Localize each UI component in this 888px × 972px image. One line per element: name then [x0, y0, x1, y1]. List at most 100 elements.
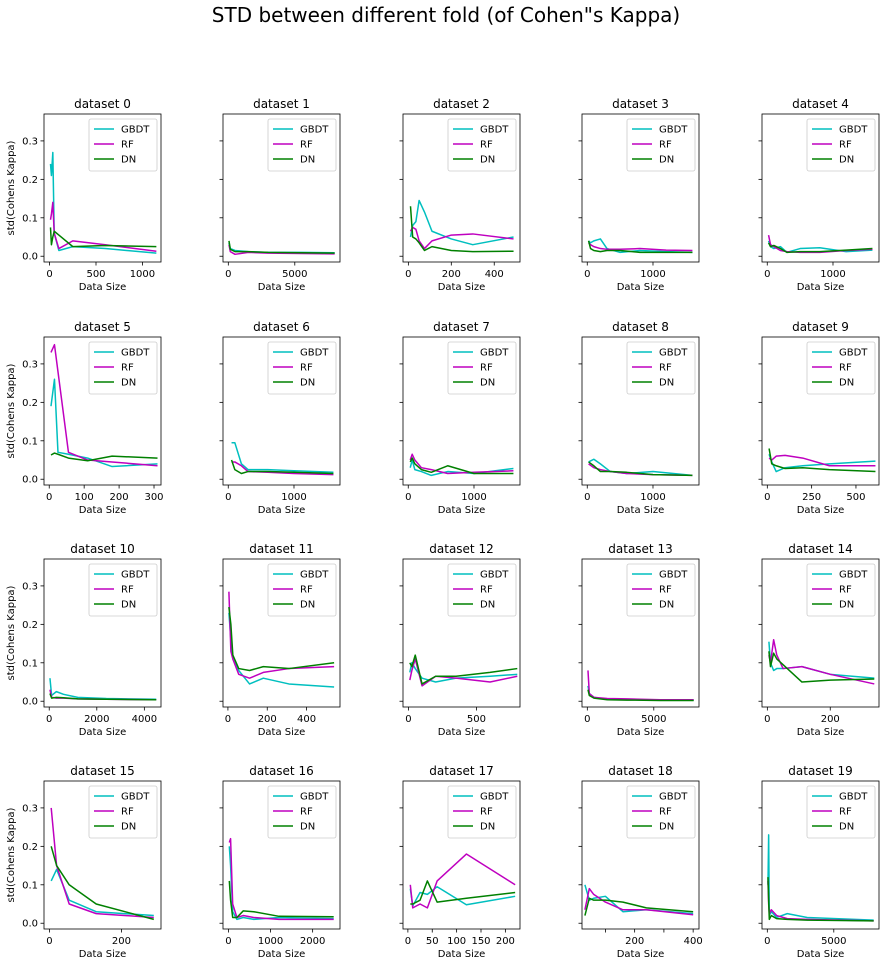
- x-tick-label: 0: [405, 714, 411, 725]
- series-line-dn: [49, 693, 157, 701]
- x-tick-label: 0: [405, 269, 411, 280]
- panel-title: dataset 13: [608, 542, 672, 556]
- series-line-gbdt: [50, 868, 154, 917]
- series-line-rf: [409, 658, 518, 687]
- legend-box: [806, 563, 876, 617]
- legend-label: GBDT: [839, 570, 868, 581]
- legend-label: DN: [121, 600, 136, 611]
- panel: dataset 12 0 500 Data Size GBDT RF DN: [399, 542, 521, 738]
- legend-box: [806, 341, 876, 395]
- legend-label: GBDT: [480, 570, 509, 581]
- axes-frame: [222, 780, 341, 930]
- x-tick-label: 150: [471, 936, 490, 947]
- panel: dataset 8 0 1000 Data Size GBDT RF DN: [578, 320, 700, 516]
- legend-box: [447, 341, 517, 395]
- series-line-gbdt: [49, 678, 157, 701]
- x-tick-label: 2000: [84, 714, 109, 725]
- series-line-dn: [50, 452, 158, 462]
- series-line-gbdt: [228, 846, 334, 921]
- panel-title: dataset 16: [249, 764, 313, 778]
- series-line-dn: [588, 461, 693, 477]
- x-tick-label: 50: [426, 936, 439, 947]
- y-axis-label: std(Cohens Kappa): [6, 585, 17, 680]
- legend-box: [88, 118, 158, 172]
- legend-label: RF: [659, 807, 672, 818]
- legend-label: RF: [839, 363, 852, 374]
- legend-label: GBDT: [659, 125, 688, 136]
- y-tick-label: 0.1: [22, 880, 38, 891]
- axes-frame: [43, 558, 162, 708]
- panel: dataset 6 0 1000 Data Size GBDT RF DN: [219, 320, 341, 516]
- panel: dataset 19 0 5000 Data Size GBDT RF DN: [758, 764, 880, 960]
- y-tick-label: 0.0: [22, 475, 38, 486]
- series-line-dn: [410, 880, 516, 905]
- panel: dataset 0 0.0 0.1 0.2 0.3 std(Cohens Kappa) 0 5…: [6, 97, 162, 293]
- x-axis-label: Data Size: [79, 282, 127, 293]
- legend-box: [88, 785, 158, 839]
- series-line-rf: [587, 670, 694, 701]
- series-line-gbdt: [409, 199, 514, 246]
- legend-label: GBDT: [480, 792, 509, 803]
- x-tick-label: 1000: [258, 936, 283, 947]
- legend-label: RF: [480, 140, 493, 151]
- legend-label: GBDT: [480, 125, 509, 136]
- series-line-rf: [409, 853, 516, 909]
- legend-label: RF: [300, 140, 313, 151]
- series-line-dn: [767, 242, 873, 254]
- x-axis-label: Data Size: [617, 949, 665, 960]
- series-line-dn: [409, 654, 518, 685]
- legend-label: DN: [121, 822, 136, 833]
- x-tick-label: 0: [46, 269, 52, 280]
- series-line-rf: [228, 591, 335, 679]
- x-tick-label: 1000: [640, 492, 665, 503]
- series-line-rf: [584, 887, 694, 916]
- legend-label: DN: [121, 378, 136, 389]
- x-tick-label: 0: [764, 269, 770, 280]
- legend-label: DN: [659, 822, 674, 833]
- panel-title: dataset 11: [249, 542, 313, 556]
- y-tick-label: 0.3: [22, 581, 38, 592]
- x-tick-label: 1000: [281, 492, 306, 503]
- panel-title: dataset 9: [792, 320, 849, 334]
- legend-label: GBDT: [121, 348, 150, 359]
- legend-label: RF: [659, 585, 672, 596]
- x-tick-label: 0: [405, 936, 411, 947]
- panel-title: dataset 15: [70, 764, 134, 778]
- legend-label: RF: [300, 585, 313, 596]
- x-tick-label: 200: [110, 492, 129, 503]
- x-tick-label: 1000: [640, 269, 665, 280]
- series-line-dn: [587, 240, 693, 254]
- x-tick-label: 1000: [461, 492, 486, 503]
- series-line-dn: [228, 880, 334, 919]
- panel-title: dataset 7: [433, 320, 490, 334]
- legend-label: DN: [121, 155, 136, 166]
- series-line-dn: [228, 240, 335, 254]
- x-tick-label: 5000: [821, 936, 846, 947]
- series-line-rf: [768, 454, 876, 467]
- legend-label: RF: [839, 807, 852, 818]
- x-tick-label: 2000: [300, 936, 325, 947]
- y-tick-label: 0.1: [22, 436, 38, 447]
- legend-label: GBDT: [480, 348, 509, 359]
- x-tick-label: 0: [225, 269, 231, 280]
- x-tick-label: 0: [584, 269, 590, 280]
- legend-box: [626, 785, 696, 839]
- series-line-gbdt: [231, 441, 334, 474]
- axes-frame: [581, 780, 700, 930]
- x-tick-label: 0: [584, 492, 590, 503]
- panel-title: dataset 17: [429, 764, 493, 778]
- legend-label: RF: [300, 807, 313, 818]
- axes-frame: [581, 558, 700, 708]
- axes-frame: [581, 336, 700, 486]
- axes-frame: [222, 558, 341, 708]
- y-axis-label: std(Cohens Kappa): [6, 140, 17, 235]
- y-tick-label: 0.3: [22, 136, 38, 147]
- series-line-dn: [409, 457, 514, 475]
- series-line-gbdt: [50, 378, 158, 468]
- series-line-rf: [228, 244, 335, 256]
- legend-box: [267, 785, 337, 839]
- series-line-rf: [49, 201, 157, 252]
- legend-label: RF: [121, 585, 134, 596]
- axes-frame: [402, 780, 521, 930]
